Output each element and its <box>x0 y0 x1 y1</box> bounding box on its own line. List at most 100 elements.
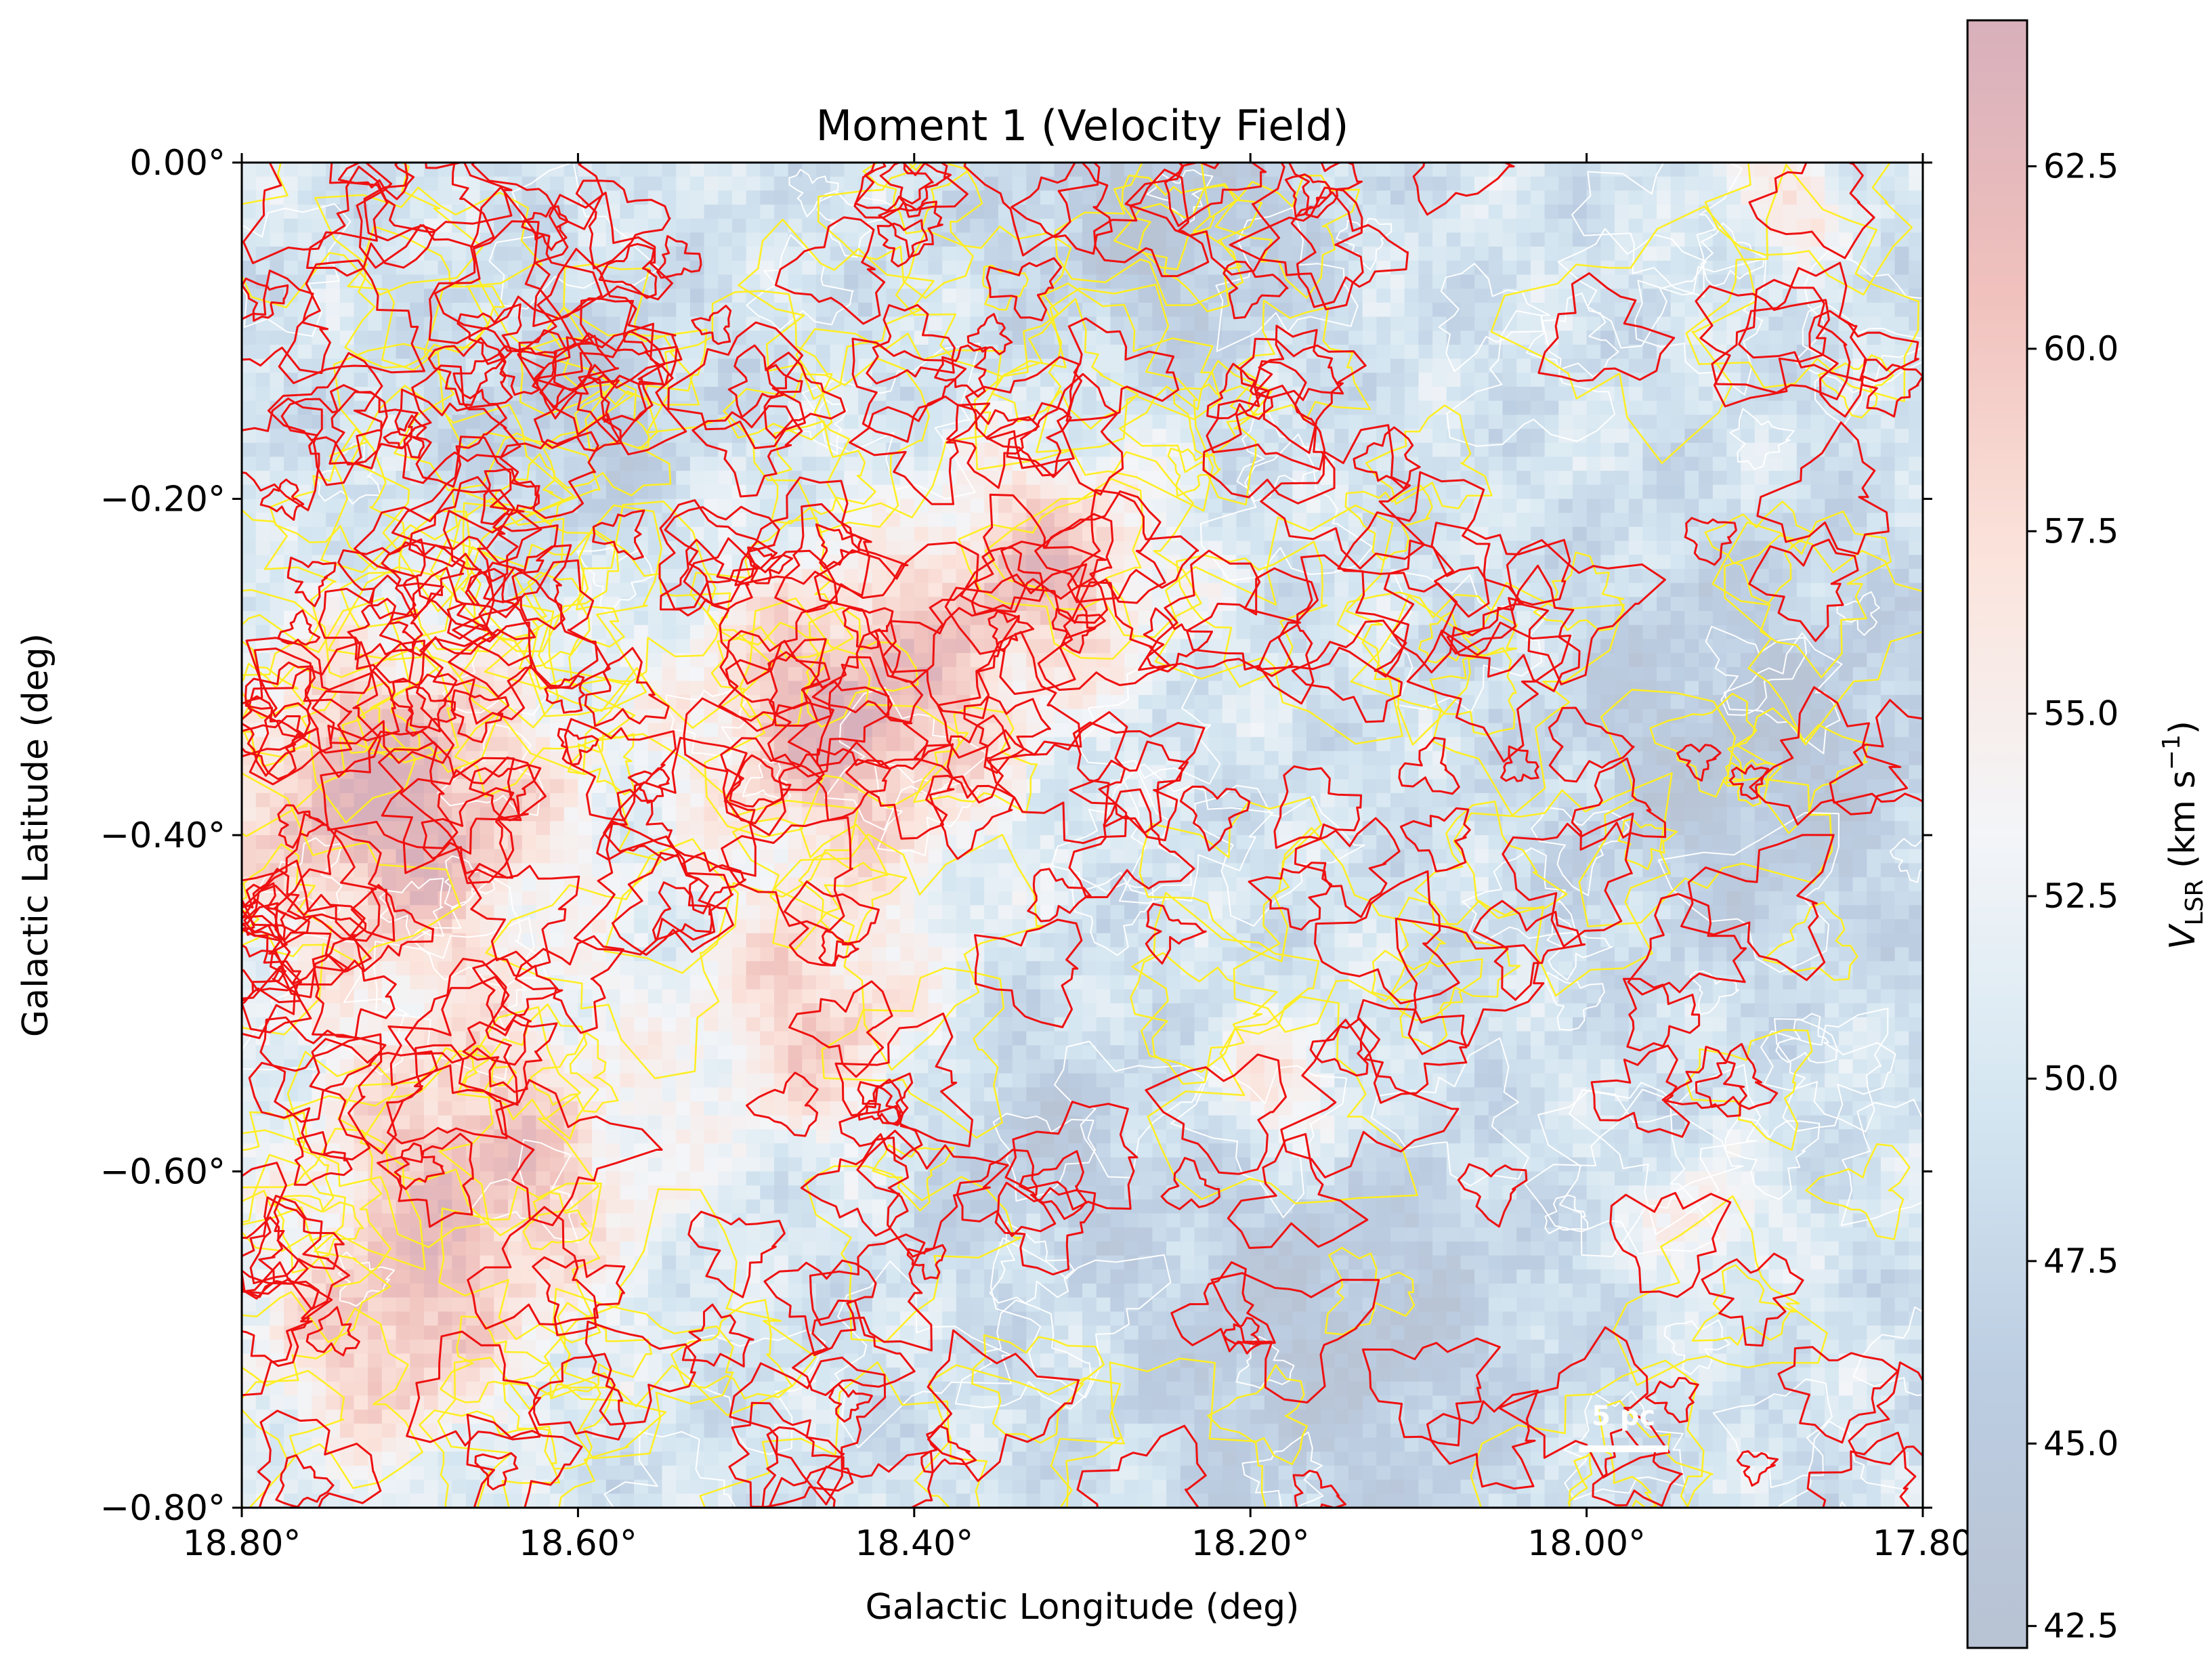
heatmap-cell <box>1894 555 1910 570</box>
heatmap-cell <box>1642 163 1657 177</box>
heatmap-cell <box>1530 513 1546 528</box>
heatmap-cell <box>788 681 803 696</box>
heatmap-cell <box>522 708 537 724</box>
heatmap-cell <box>1544 400 1560 416</box>
heatmap-cell <box>1390 344 1405 360</box>
heatmap-cell <box>704 274 719 289</box>
heatmap-cell <box>1783 218 1798 234</box>
heatmap-cell <box>1768 429 1783 444</box>
heatmap-cell <box>858 344 873 360</box>
heatmap-cell <box>1670 415 1686 429</box>
heatmap-cell <box>1572 597 1588 612</box>
heatmap-cell <box>368 708 383 724</box>
heatmap-cell <box>1628 555 1644 570</box>
heatmap-cell <box>536 163 551 177</box>
heatmap-cell <box>676 218 691 234</box>
heatmap-cell <box>704 232 719 247</box>
heatmap-cell <box>830 344 845 360</box>
heatmap-cell <box>914 274 929 289</box>
heatmap-cell <box>802 526 817 542</box>
heatmap-cell <box>396 344 410 360</box>
heatmap-cell <box>704 205 719 219</box>
heatmap-cell <box>802 555 817 570</box>
heatmap-cell <box>1838 232 1854 247</box>
heatmap-cell <box>900 695 915 710</box>
heatmap-cell <box>746 358 761 374</box>
heatmap-cell <box>1502 457 1517 471</box>
heatmap-cell <box>1320 695 1336 710</box>
heatmap-cell <box>1446 387 1462 402</box>
heatmap-cell <box>1236 387 1251 402</box>
heatmap-cell <box>1670 666 1686 682</box>
heatmap-cell <box>1657 387 1672 402</box>
heatmap-cell <box>1572 176 1588 192</box>
heatmap-cell <box>1783 624 1798 640</box>
heatmap-cell <box>1460 163 1475 177</box>
heatmap-cell <box>1040 205 1055 219</box>
heatmap-cell <box>1628 681 1644 696</box>
heatmap-cell <box>1432 190 1447 205</box>
heatmap-cell <box>1138 163 1153 177</box>
heatmap-cell <box>1558 232 1573 247</box>
heatmap-cell <box>1838 499 1854 513</box>
chart-title: Moment 1 (Velocity Field) <box>816 101 1349 150</box>
heatmap-cell <box>1852 302 1868 318</box>
heatmap-cell <box>1096 163 1111 177</box>
heatmap-cell <box>1642 400 1657 416</box>
heatmap-cell <box>1796 471 1812 486</box>
heatmap-cell <box>1699 653 1714 668</box>
heatmap-cell <box>1558 457 1573 471</box>
heatmap-cell <box>1194 708 1209 724</box>
heatmap-cell <box>1880 190 1896 205</box>
heatmap-cell <box>1699 457 1714 471</box>
heatmap-cell <box>942 260 957 276</box>
heatmap-cell <box>1642 723 1657 738</box>
heatmap-cell <box>1208 331 1223 345</box>
heatmap-cell <box>998 163 1013 177</box>
heatmap-cell <box>844 190 859 205</box>
heatmap-cell <box>1390 274 1405 289</box>
heatmap-cell <box>1894 260 1910 276</box>
heatmap-cell <box>1516 555 1531 570</box>
heatmap-cell <box>634 582 649 598</box>
heatmap-cell <box>956 442 971 458</box>
heatmap-cell <box>1670 484 1686 500</box>
heatmap-cell <box>1699 723 1714 738</box>
heatmap-cell <box>1180 289 1195 303</box>
heatmap-cell <box>928 653 943 668</box>
heatmap-cell <box>1852 666 1868 682</box>
heatmap-cell <box>1432 415 1447 429</box>
heatmap-cell <box>1909 695 1923 710</box>
heatmap-cell <box>900 540 915 556</box>
heatmap-cell <box>1909 540 1923 556</box>
heatmap-cell <box>354 387 368 402</box>
heatmap-cell <box>1418 331 1433 345</box>
heatmap-cell <box>410 163 425 177</box>
heatmap-cell <box>1586 484 1602 500</box>
heatmap-cell <box>704 723 719 738</box>
heatmap-cell <box>1838 190 1854 205</box>
heatmap-cell <box>1825 457 1839 471</box>
heatmap-cell <box>872 568 887 584</box>
heatmap-cell <box>1684 582 1699 598</box>
heatmap-cell <box>1712 653 1728 668</box>
heatmap-cell <box>1783 442 1798 458</box>
heatmap-cell <box>1502 513 1517 528</box>
heatmap-cell <box>1726 639 1741 654</box>
heatmap-cell <box>774 205 789 219</box>
heatmap-cell <box>1796 400 1812 416</box>
heatmap-cell <box>1376 316 1391 332</box>
heatmap-cell <box>1222 737 1237 752</box>
heatmap-cell <box>689 260 705 276</box>
heatmap-cell <box>704 358 719 374</box>
heatmap-cell <box>396 205 410 219</box>
heatmap-cell <box>1474 163 1489 177</box>
heatmap-cell <box>1642 513 1657 528</box>
heatmap-cell <box>1684 302 1699 318</box>
heatmap-cell <box>522 163 537 177</box>
heatmap-cell <box>928 568 943 584</box>
heatmap-cell <box>1390 373 1405 387</box>
heatmap-cell <box>970 624 985 640</box>
heatmap-cell <box>928 513 943 528</box>
heatmap-cell <box>1082 302 1097 318</box>
